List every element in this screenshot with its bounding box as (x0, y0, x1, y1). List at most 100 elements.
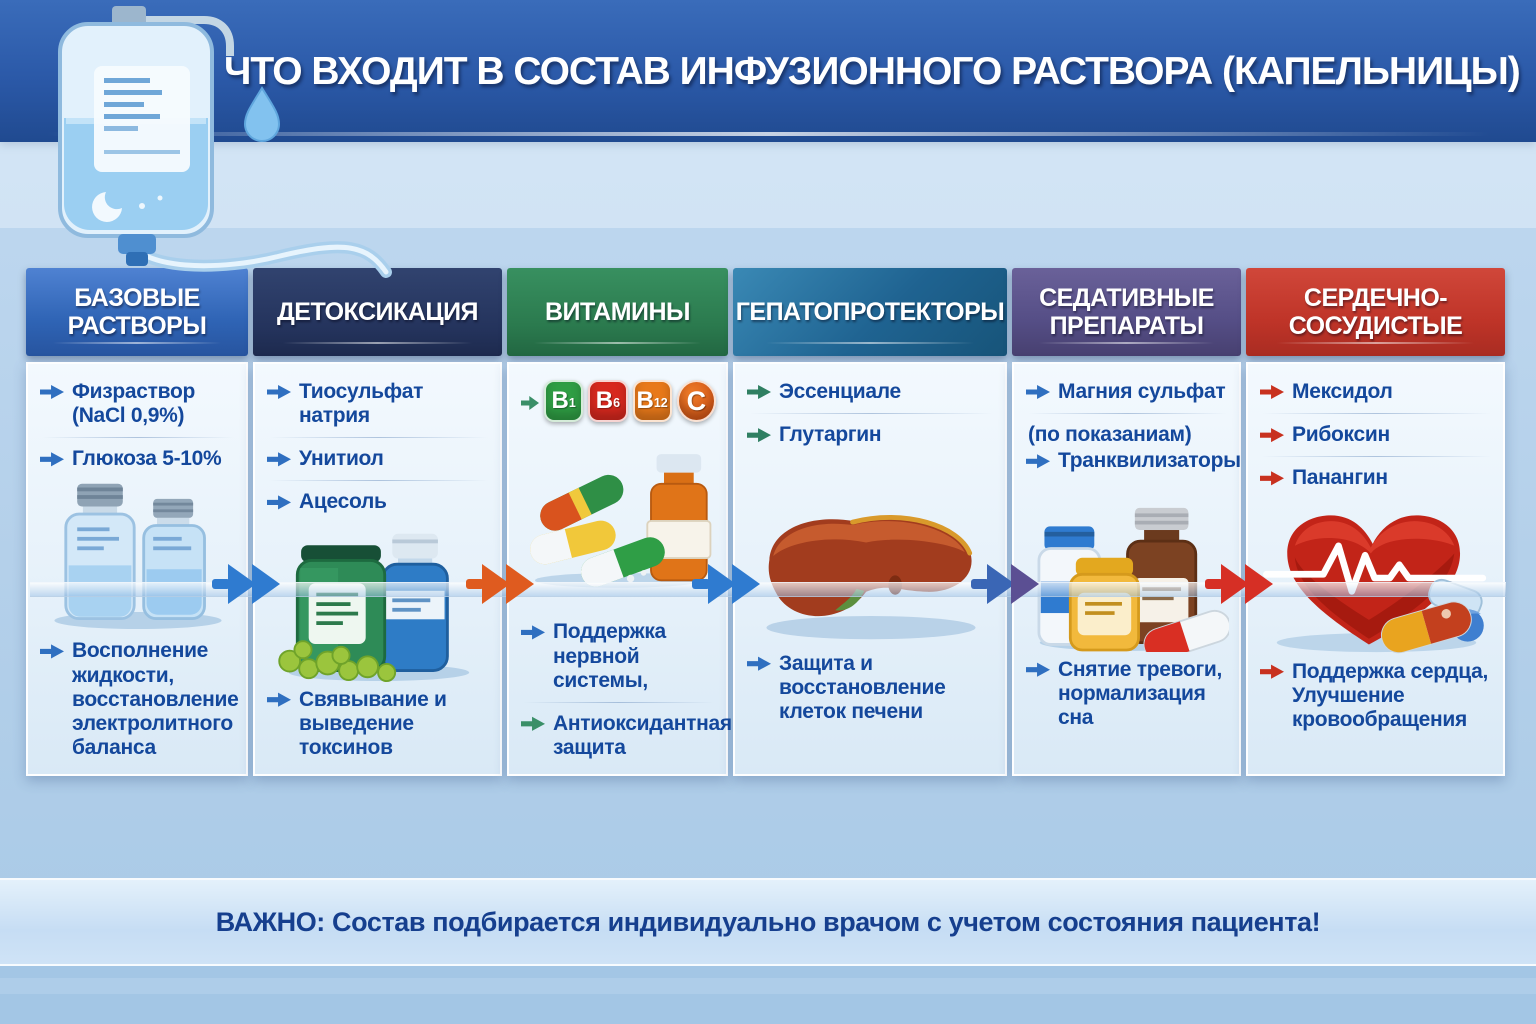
list-item-label: Транквилизаторы (1058, 449, 1241, 473)
divider (269, 437, 488, 439)
column-body: Эссенциале Глутаргин (733, 362, 1007, 777)
notice-label: ВАЖНО: (215, 906, 326, 937)
arrow-bullet-icon (1026, 454, 1050, 469)
arrow-bullet-icon (521, 395, 539, 411)
arrow-bullet-icon (1260, 428, 1284, 443)
list-item: Панангин (1260, 466, 1493, 490)
upper-background-strip (0, 142, 1536, 228)
column-header: СЕДАТИВНЫЕ ПРЕПАРАТЫ (1012, 268, 1241, 356)
arrow-bullet-icon (267, 692, 291, 707)
list-item-label: Мексидол (1292, 380, 1393, 403)
list-item: Глюкоза 5-10% (40, 447, 236, 471)
list-item: Унитиол (267, 447, 490, 471)
vitamin-badge-b12: B 12 (632, 380, 672, 422)
list-item-label: Глюкоза 5-10% (72, 447, 222, 471)
list-item-label: Глутаргин (779, 423, 882, 447)
list-item-label: Магния сульфат (1058, 380, 1226, 403)
list-item-label: Панангин (1292, 466, 1388, 490)
column-header: СЕРДЕЧНО-СОСУДИСТЫЕ (1246, 268, 1505, 356)
column-sedatives: СЕДАТИВНЫЕ ПРЕПАРАТЫ Магния сульфат (по … (1012, 268, 1241, 777)
liver-illustration (747, 451, 995, 645)
flow-arrow-2-icon (466, 564, 534, 604)
notice-text: ВАЖНО: Состав подбирается индивидуально … (216, 907, 1321, 938)
arrow-bullet-icon (1026, 662, 1050, 677)
flow-connector-line (30, 582, 1506, 597)
list-item: Восполнение жидкости, восстановление эле… (40, 639, 239, 760)
arrow-bullet-icon (40, 384, 64, 400)
divider (1028, 413, 1227, 415)
arrow-bullet-icon (267, 452, 291, 467)
list-item-label: Поддержка сердца, Улучшение кровообращен… (1292, 659, 1489, 731)
column-header: БАЗОВЫЕ РАСТВОРЫ (26, 268, 248, 356)
notice-message: Состав подбирается индивидуально врачом … (332, 906, 1321, 937)
list-item: Транквилизаторы (1026, 449, 1241, 473)
list-item-label: Антиоксидантная защита (553, 711, 732, 759)
list-item: Защита и восстановление клеток печени (747, 652, 995, 724)
column-basic-solutions: БАЗОВЫЕ РАСТВОРЫ Физраствор (NaCl 0,9%) … (26, 268, 248, 777)
list-item: (по показаниам) (1026, 423, 1229, 447)
flow-arrow-4-icon (971, 564, 1039, 604)
list-item-label: Рибоксин (1292, 423, 1390, 447)
list-item-label: (по показаниам) (1028, 423, 1192, 447)
arrow-bullet-icon (747, 384, 771, 400)
divider (269, 480, 488, 482)
list-item: Мексидол (1260, 380, 1493, 404)
column-hepatoprotectors: ГЕПАТОПРОТЕКТОРЫ Эссенциале Глутаргин (733, 268, 1007, 777)
flow-arrow-1-icon (212, 564, 280, 604)
list-item-label: Эссенциале (779, 380, 901, 403)
list-item-label: Восполнение жидкости, восстановление эле… (72, 639, 239, 759)
arrow-bullet-icon (267, 384, 291, 400)
list-item-label: Унитиол (299, 447, 384, 471)
list-item: Физраствор (NaCl 0,9%) (40, 380, 236, 428)
divider (523, 701, 714, 703)
list-item: Глутаргин (747, 423, 995, 447)
arrow-bullet-icon (747, 656, 771, 671)
list-item-label: Физраствор (NaCl 0,9%) (72, 380, 196, 428)
list-item-label: Ацесоль (299, 490, 387, 514)
column-cardiovascular: СЕРДЕЧНО-СОСУДИСТЫЕ Мексидол Рибоксин Па… (1246, 268, 1505, 777)
list-item: Рибоксин (1260, 423, 1493, 447)
arrow-bullet-icon (521, 716, 545, 731)
column-header: ВИТАМИНЫ (507, 268, 728, 356)
sedative-bottles-illustration (1026, 477, 1229, 652)
list-item-label: Поддержка нервной системы, (553, 620, 666, 692)
divider (1262, 456, 1491, 458)
list-item: Свявывание и выведение токсинов (267, 688, 490, 760)
notice-band: ВАЖНО: Состав подбирается индивидуально … (0, 878, 1536, 966)
vitamin-badge-c: C (676, 380, 716, 422)
list-item: Снятие тревоги, нормализация сна (1026, 658, 1229, 730)
arrow-bullet-icon (40, 644, 64, 659)
page-title: ЧТО ВХОДИТ В СОСТАВ ИНФУЗИОННОГО РАСТВОР… (224, 50, 1521, 93)
list-item: Тиосульфат натрия (267, 380, 490, 428)
divider (1262, 413, 1491, 415)
divider (749, 413, 993, 415)
list-item: Поддержка сердца, Улучшение кровообращен… (1260, 660, 1493, 732)
list-item-label: Свявывание и выведение токсинов (299, 687, 447, 759)
flow-arrow-5-icon (1205, 564, 1273, 604)
arrow-bullet-icon (521, 625, 545, 640)
column-header: ГЕПАТОПРОТЕКТОРЫ (733, 268, 1007, 356)
list-item: Магния сульфат (1026, 380, 1229, 404)
flow-arrow-3-icon (692, 564, 760, 604)
column-header: ДЕТОКСИКАЦИЯ (253, 268, 502, 356)
heart-pills-illustration (1260, 494, 1493, 653)
list-item-label: Тиосульфат натрия (299, 380, 424, 428)
list-item: Эссенциале (747, 380, 995, 404)
arrow-bullet-icon (1260, 384, 1284, 400)
arrow-bullet-icon (1260, 471, 1284, 486)
list-item-label: Снятие тревоги, нормализация сна (1058, 657, 1223, 729)
bottom-background-strip (0, 964, 1536, 1024)
list-item-label: Защита и восстановление клеток печени (779, 651, 946, 723)
list-item: Антиоксидантная защита (521, 712, 732, 760)
divider (42, 437, 234, 439)
saline-vials-illustration (40, 475, 236, 633)
arrow-bullet-icon (1026, 384, 1050, 400)
arrow-bullet-icon (747, 428, 771, 443)
column-body: Мексидол Рибоксин Панангин (1246, 362, 1505, 777)
